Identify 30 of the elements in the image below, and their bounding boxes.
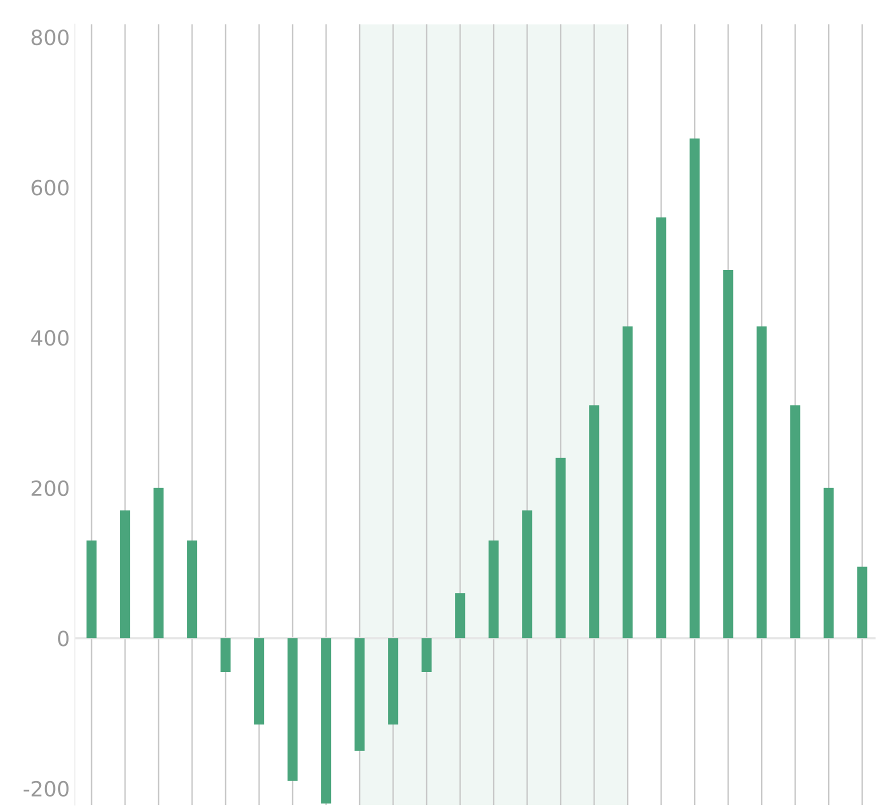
bar bbox=[790, 405, 800, 638]
y-tick-label: -200 bbox=[24, 780, 69, 797]
bar bbox=[622, 326, 633, 638]
bar bbox=[288, 638, 298, 781]
bar bbox=[321, 638, 332, 804]
bar bbox=[187, 540, 198, 638]
y-tick-label: 0 bbox=[58, 630, 69, 646]
bar bbox=[154, 488, 164, 638]
bar bbox=[488, 540, 499, 638]
bar bbox=[455, 593, 466, 638]
bar bbox=[354, 638, 365, 751]
bar bbox=[589, 405, 600, 638]
bar bbox=[220, 638, 231, 672]
bar bbox=[254, 638, 264, 725]
bar bbox=[86, 540, 97, 638]
bar bbox=[522, 510, 532, 638]
bar bbox=[690, 138, 700, 638]
bar bbox=[388, 638, 398, 725]
y-tick-label: 400 bbox=[31, 330, 69, 346]
y-tick-label: 200 bbox=[32, 480, 69, 496]
bar bbox=[824, 488, 834, 638]
bar bbox=[556, 458, 566, 638]
bar bbox=[857, 566, 868, 638]
y-tick-label: 600 bbox=[32, 180, 69, 196]
y-tick-label: 800 bbox=[32, 29, 69, 46]
bar bbox=[723, 270, 734, 638]
bar bbox=[756, 326, 767, 638]
bar bbox=[422, 638, 432, 672]
bar bbox=[120, 510, 130, 638]
bar bbox=[656, 217, 666, 638]
